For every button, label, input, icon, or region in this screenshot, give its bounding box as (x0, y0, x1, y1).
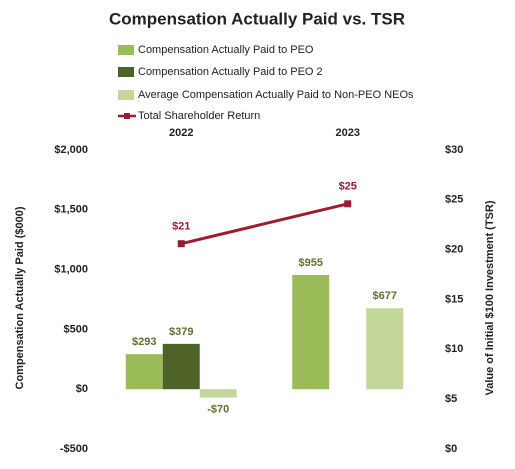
y2-tick-label: $10 (445, 343, 463, 355)
y-tick-label: $2,000 (54, 144, 88, 156)
x-tick-label: 2022 (169, 127, 193, 139)
data-label: $21 (172, 221, 190, 233)
legend-label: Compensation Actually Paid to PEO (138, 44, 314, 56)
data-label: $677 (373, 290, 397, 302)
y2-tick-label: $30 (445, 144, 463, 156)
tsr-line (180, 202, 349, 246)
y-axis-label: Compensation Actually Paid ($000) (14, 206, 26, 389)
legend-label: Compensation Actually Paid to PEO 2 (138, 66, 323, 78)
bar (162, 343, 200, 390)
data-label: $379 (169, 326, 193, 338)
legend-marker (124, 113, 130, 119)
legend-label: Total Shareholder Return (138, 110, 260, 122)
chart-title: Compensation Actually Paid vs. TSR (109, 9, 405, 28)
data-label: $25 (339, 181, 357, 193)
y-tick-label: $1,000 (54, 264, 88, 276)
data-label: $955 (299, 257, 323, 269)
bar (125, 354, 163, 390)
bar (366, 308, 404, 390)
data-label: $293 (132, 336, 156, 348)
bar (292, 274, 330, 390)
y2-tick-label: $15 (445, 293, 463, 305)
y2-tick-label: $20 (445, 244, 463, 256)
y2-axis-label: Value of Initial $100 Investment (TSR) (484, 200, 496, 395)
tsr-marker (344, 200, 352, 208)
legend-swatch (118, 45, 134, 55)
bar (199, 389, 237, 398)
y-tick-label: -$500 (60, 443, 88, 455)
y-tick-label: $500 (64, 323, 88, 335)
tsr-marker (177, 240, 185, 248)
legend-swatch (118, 67, 134, 77)
y2-tick-label: $5 (445, 393, 457, 405)
y2-tick-label: $0 (445, 443, 457, 455)
data-label: -$70 (207, 403, 229, 415)
legend-swatch (118, 90, 134, 100)
y2-tick-label: $25 (445, 194, 463, 206)
y-tick-label: $1,500 (54, 204, 88, 216)
y-tick-label: $0 (76, 383, 88, 395)
x-tick-label: 2023 (336, 127, 360, 139)
legend-label: Average Compensation Actually Paid to No… (138, 89, 414, 101)
